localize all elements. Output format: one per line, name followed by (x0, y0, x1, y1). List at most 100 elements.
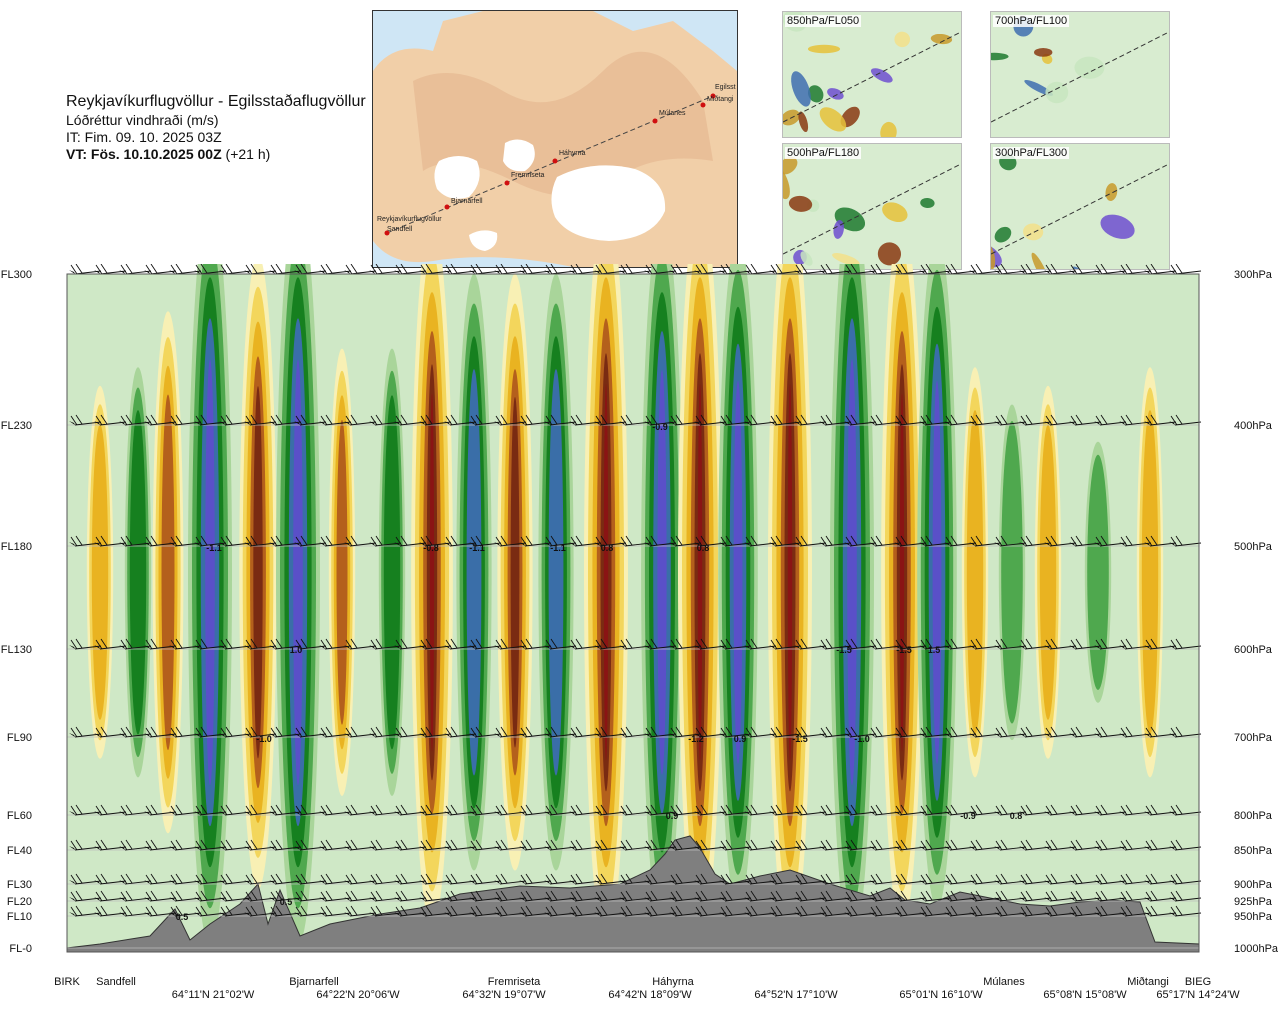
thumb-300hpa[interactable]: 300hPa/FL300 (990, 143, 1170, 270)
wind-barb-flag (694, 880, 700, 884)
wind-barb-flag (244, 846, 250, 850)
wind-barb-flag (919, 733, 925, 737)
wind-barb-flag (1044, 846, 1050, 850)
wind-barb-flag (144, 897, 150, 901)
wind-barb-flag (394, 542, 400, 546)
wind-barb-flag (394, 880, 400, 884)
wind-barb-flag (519, 897, 525, 901)
contour-label: 0.8 (697, 543, 710, 553)
wind-barb-flag (219, 733, 225, 737)
map-label-fremriseta: Fremriseta (511, 172, 545, 179)
wind-barb-flag (744, 645, 750, 649)
wind-barb-flag (594, 880, 600, 884)
wind-barb-flag (569, 542, 575, 546)
route-point-bieg (710, 93, 716, 99)
wind-barb-flag (819, 811, 825, 815)
wind-barb-flag (569, 645, 575, 649)
wind-barb-flag (694, 733, 700, 737)
wind-barb-flag (844, 270, 850, 274)
wind-barb-flag (344, 811, 350, 815)
field-band (510, 397, 520, 748)
wind-barb-flag (994, 270, 1000, 274)
wind-barb-flag (1144, 733, 1150, 737)
wind-barb-flag (369, 811, 375, 815)
thumb-field-blob (894, 31, 911, 48)
wind-barb-flag (294, 897, 300, 901)
wind-barb-flag (519, 270, 525, 274)
wind-barb-flag (794, 645, 800, 649)
wind-barb-flag (444, 846, 450, 850)
thumb-pattern (991, 144, 1169, 269)
fl-axis-label: FL180 (1, 541, 32, 553)
wind-barb-flag (719, 880, 725, 884)
thumb-route-line (991, 163, 1169, 255)
wind-barb-flag (519, 880, 525, 884)
pressure-axis-label: 800hPa (1234, 810, 1273, 822)
wind-barb-flag (1069, 846, 1075, 850)
wind-barb-flag (744, 733, 750, 737)
wind-barb-flag (1119, 733, 1125, 737)
wind-barb-flag (1119, 645, 1125, 649)
wind-barb-flag (169, 733, 175, 737)
wind-barb-flag (169, 846, 175, 850)
wind-barb-flag (819, 880, 825, 884)
wind-barb-flag (744, 897, 750, 901)
wind-barb-flag (94, 912, 100, 916)
wind-barb-flag (569, 846, 575, 850)
wind-barb-flag (494, 733, 500, 737)
thumb-850hpa[interactable]: 850hPa/FL050 (782, 11, 962, 138)
wind-barb-flag (944, 897, 950, 901)
wind-barb-flag (1044, 421, 1050, 425)
wind-barb (1170, 414, 1202, 426)
wind-barb-flag (119, 846, 125, 850)
wind-barb-flag (594, 811, 600, 815)
field-band (429, 393, 435, 752)
wind-barb-flag (769, 270, 775, 274)
thumb-field-blob (1105, 183, 1118, 201)
wind-barb-flag (794, 897, 800, 901)
route-point-label: Háhyrna (652, 976, 694, 988)
wind-barb-flag (269, 846, 275, 850)
wind-barb-flag (219, 645, 225, 649)
glacier-langjokull (434, 156, 480, 199)
wind-barb-flag (469, 270, 475, 274)
wind-barb (1170, 638, 1202, 650)
thumb-500hpa[interactable]: 500hPa/FL180 (782, 143, 962, 270)
wind-barb-flag (1144, 645, 1150, 649)
wind-barb-flag (344, 733, 350, 737)
wind-barb-flag (169, 542, 175, 546)
wind-barb-flag (369, 912, 375, 916)
fl-axis-label: FL10 (7, 911, 32, 923)
wind-barb-flag (894, 897, 900, 901)
wind-barb-flag (319, 912, 325, 916)
wind-barb-flag (344, 421, 350, 425)
route-point-label: Miðtangi (1127, 976, 1169, 988)
wind-barb-flag (1069, 733, 1075, 737)
wind-barb-flag (1119, 542, 1125, 546)
wind-barb-flag (644, 421, 650, 425)
wind-barb-flag (1119, 421, 1125, 425)
wind-barb-flag (244, 645, 250, 649)
contour-label: 0.5 (280, 897, 293, 907)
thumb-700hpa[interactable]: 700hPa/FL100 (990, 11, 1170, 138)
map-label-sandfell: Sandfell (387, 226, 413, 233)
wind-barb-flag (269, 542, 275, 546)
wind-barb-flag (494, 645, 500, 649)
contour-label: -1.0 (256, 734, 272, 744)
wind-barb-flag (594, 897, 600, 901)
wind-barb-flag (394, 733, 400, 737)
route-coordinate-label: 64°11'N 21°02'W (172, 989, 255, 1001)
wind-barb-flag (794, 421, 800, 425)
wind-barb-flag (94, 846, 100, 850)
glacier-hofsjokull (503, 139, 535, 172)
wind-barb-flag (994, 897, 1000, 901)
wind-barb-flag (894, 645, 900, 649)
wind-barb-flag (894, 542, 900, 546)
wind-barb-flag (394, 912, 400, 916)
wind-barb-flag (1044, 270, 1050, 274)
wind-barb-flag (319, 421, 325, 425)
wind-barb-flag (319, 846, 325, 850)
route-coordinate-label: 65°08'N 15°08'W (1043, 989, 1127, 1001)
wind-barb-flag (719, 645, 725, 649)
wind-barb-flag (1119, 846, 1125, 850)
